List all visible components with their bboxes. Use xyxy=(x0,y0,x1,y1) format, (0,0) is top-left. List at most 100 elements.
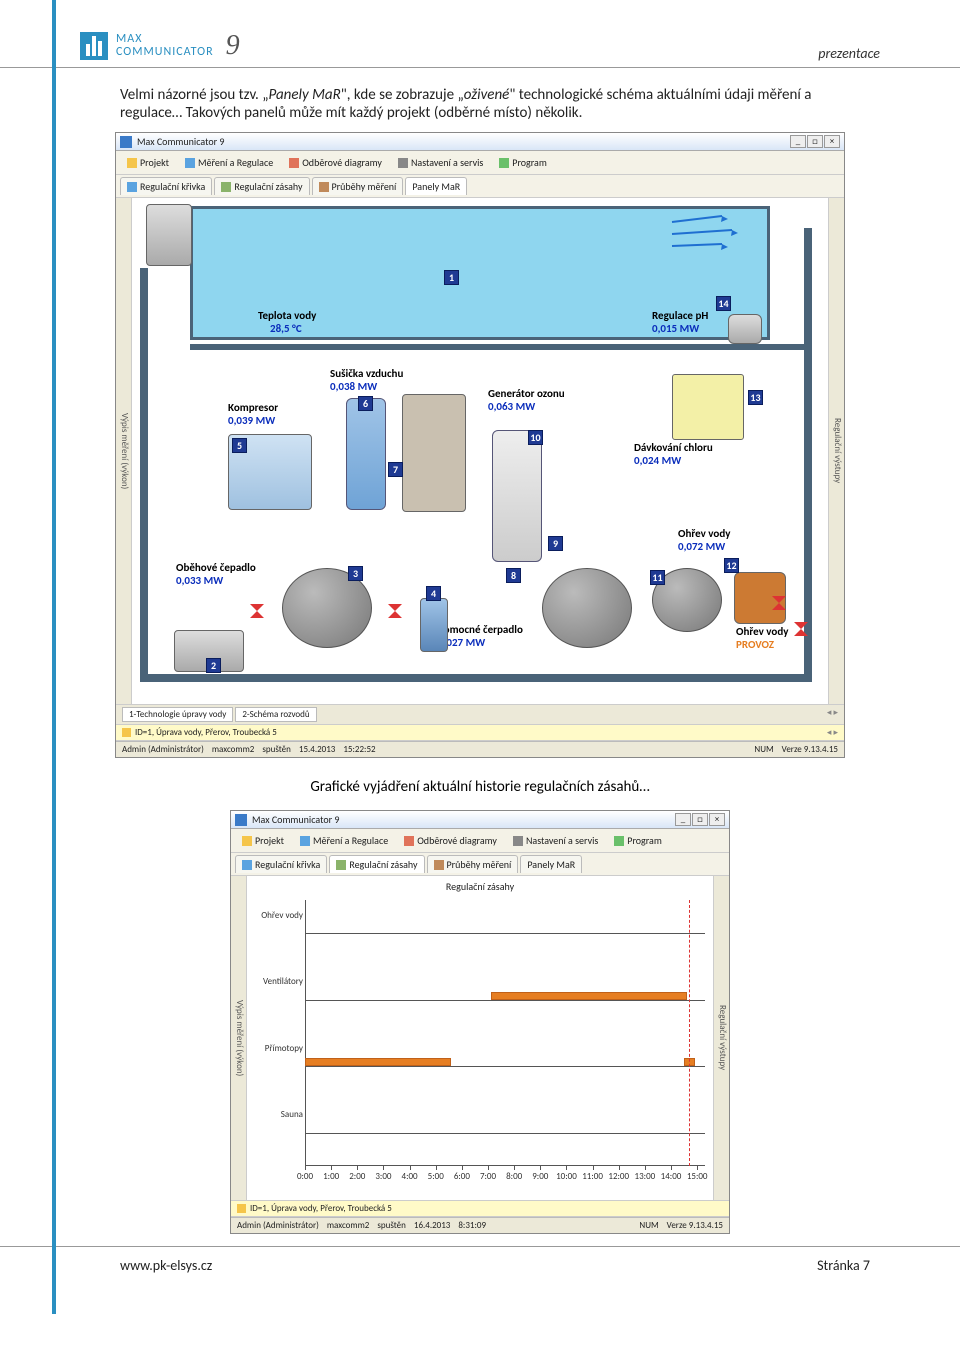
logo-icon xyxy=(80,32,108,60)
tab-panely[interactable]: Panely MaR xyxy=(405,177,467,195)
chart-xtick xyxy=(436,1166,437,1170)
label-teplota: Teplota vody28,5 °C xyxy=(258,310,316,335)
num-1: 1 xyxy=(444,270,459,285)
num-4: 4 xyxy=(426,586,441,601)
label-kompresor: Kompresor0,039 MW xyxy=(228,402,278,427)
logo-number: 9 xyxy=(226,30,240,62)
maximize-button-2[interactable]: □ xyxy=(692,813,708,826)
status2-num: NUM xyxy=(639,1220,658,1231)
menu2-diagramy[interactable]: Odběrové diagramy xyxy=(397,831,504,850)
side-tab-right[interactable]: Regulační výstupy xyxy=(828,198,844,704)
aux-pump xyxy=(420,598,448,652)
tab-zasahy[interactable]: Regulační zásahy xyxy=(214,177,309,195)
label-generator: Generátor ozonu0,063 MW xyxy=(488,388,565,413)
susicka-tank xyxy=(346,398,386,510)
id-bar-2: ID=1, Úprava vody, Přerov, Troubecká 5 xyxy=(231,1200,729,1217)
num-13: 13 xyxy=(748,390,763,405)
chart-xlabel: 11:00 xyxy=(582,1171,603,1182)
status2-db: maxcomm2 xyxy=(327,1220,370,1231)
chart-xtick xyxy=(671,1166,672,1170)
status-time: 15:22:52 xyxy=(343,744,375,755)
tab2-prubehy[interactable]: Průběhy měření xyxy=(427,855,519,873)
close-button-2[interactable]: × xyxy=(709,813,725,826)
status2-user: Admin (Administrátor) xyxy=(237,1220,319,1231)
chart-row-axis xyxy=(305,1066,705,1067)
valve-1 xyxy=(250,604,264,618)
chart-xlabel: 2:00 xyxy=(349,1171,365,1182)
btab-1[interactable]: 1-Technologie úpravy vody xyxy=(122,707,233,722)
chart-xtick xyxy=(540,1166,541,1170)
chart-xlabel: 7:00 xyxy=(480,1171,496,1182)
label-regph: Regulace pH0,015 MW xyxy=(652,310,708,335)
menu-program[interactable]: Program xyxy=(492,153,554,172)
left-margin-bar xyxy=(52,0,56,1314)
status-ver: Verze 9.13.4.15 xyxy=(782,744,838,755)
chart-ylabel: Ohřev vody xyxy=(249,910,303,921)
num-7: 7 xyxy=(388,462,403,477)
chart-ylabel: Sauna xyxy=(249,1109,303,1120)
menu2-nastaveni[interactable]: Nastavení a servis xyxy=(506,831,605,850)
flow-arrows-icon xyxy=(662,214,752,254)
label-susicka: Sušička vzduchu0,038 MW xyxy=(330,368,403,393)
minimize-button[interactable]: _ xyxy=(790,135,806,148)
chart-row-axis xyxy=(305,933,705,934)
status2-ver: Verze 9.13.4.15 xyxy=(667,1220,723,1231)
label-pomoc: Pomocné čerpadlo0,027 MW xyxy=(438,624,523,649)
side-tab-left[interactable]: Výpis měření (výkon) xyxy=(116,198,132,704)
titlebar: Max Communicator 9 _ □ × xyxy=(116,133,844,151)
num-2: 2 xyxy=(206,658,221,673)
tab-prubehy[interactable]: Průběhy měření xyxy=(312,177,404,195)
chart-xlabel: 13:00 xyxy=(635,1171,656,1182)
chart-now-line xyxy=(689,900,690,1166)
menu-diagramy[interactable]: Odběrové diagramy xyxy=(282,153,389,172)
menu2-mereni[interactable]: Měření a Regulace xyxy=(293,831,395,850)
status-user: Admin (Administrátor) xyxy=(122,744,204,755)
chart-xlabel: 4:00 xyxy=(402,1171,418,1182)
chart-xtick xyxy=(462,1166,463,1170)
header-tag: prezentace xyxy=(818,45,880,62)
maximize-button[interactable]: □ xyxy=(807,135,823,148)
menu2-projekt[interactable]: Projekt xyxy=(235,831,291,850)
pump-top-left xyxy=(146,204,192,266)
id-bar: ID=1, Úprava vody, Přerov, Troubecká 5◂ … xyxy=(116,724,844,741)
num-8: 8 xyxy=(506,568,521,583)
minimize-button-2[interactable]: _ xyxy=(675,813,691,826)
status2-state: spuštěn xyxy=(377,1220,406,1231)
btab-2[interactable]: 2-Schéma rozvodů xyxy=(235,707,316,722)
close-button[interactable]: × xyxy=(824,135,840,148)
ozone-tank xyxy=(492,430,542,562)
label-obeh: Oběhové čepadlo0,033 MW xyxy=(176,562,256,587)
valve-4 xyxy=(794,622,808,636)
status-date: 15.4.2013 xyxy=(299,744,335,755)
bottom-tabs: 1-Technologie úpravy vody 2-Schéma rozvo… xyxy=(116,704,844,724)
tab-krivka[interactable]: Regulační křivka xyxy=(120,177,212,195)
chart-row-axis xyxy=(305,1000,705,1001)
status-state: spuštěn xyxy=(262,744,291,755)
chart-row-axis xyxy=(305,1133,705,1134)
tab2-panely[interactable]: Panely MaR xyxy=(520,855,582,873)
side-tab-right-2[interactable]: Regulační výstupy xyxy=(713,876,729,1200)
chart-xlabel: 0:00 xyxy=(297,1171,313,1182)
tabbar: Regulační křivka Regulační zásahy Průběh… xyxy=(116,175,844,198)
side-tab-left-2[interactable]: Výpis měření (výkon) xyxy=(231,876,247,1200)
chart-xtick xyxy=(619,1166,620,1170)
menu2-program[interactable]: Program xyxy=(607,831,669,850)
menu-mereni[interactable]: Měření a Regulace xyxy=(178,153,280,172)
p1em1: Panely MaR xyxy=(268,86,340,104)
menu-nastaveni[interactable]: Nastavení a servis xyxy=(391,153,490,172)
menu-projekt[interactable]: Projekt xyxy=(120,153,176,172)
tab2-zasahy[interactable]: Regulační zásahy xyxy=(329,855,424,873)
chart-bar xyxy=(491,992,687,1000)
chart-xtick xyxy=(357,1166,358,1170)
tab2-krivka[interactable]: Regulační křivka xyxy=(235,855,327,873)
app-icon xyxy=(120,136,132,148)
valve-3 xyxy=(772,596,786,610)
chart-xlabel: 12:00 xyxy=(608,1171,629,1182)
chart-xlabel: 5:00 xyxy=(428,1171,444,1182)
chart-xtick xyxy=(593,1166,594,1170)
valve-2 xyxy=(388,604,402,618)
chart-xtick xyxy=(331,1166,332,1170)
page-footer: www.pk-elsys.cz Stránka 7 xyxy=(0,1246,960,1314)
label-davka: Dávkování chloru0,024 MW xyxy=(634,442,713,467)
chart-ylabel: Přímotopy xyxy=(249,1043,303,1054)
